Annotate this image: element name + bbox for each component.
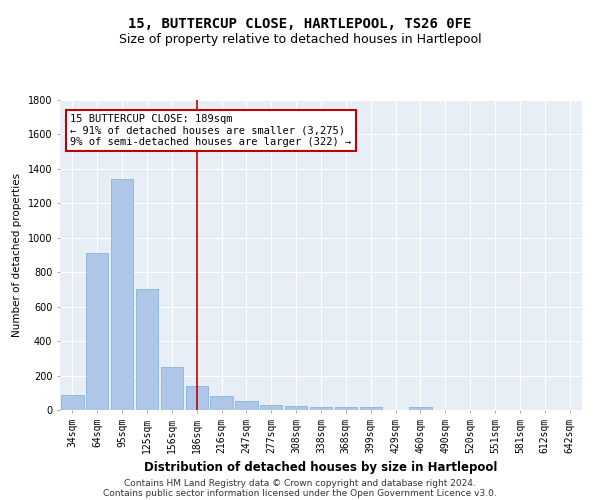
Text: Size of property relative to detached houses in Hartlepool: Size of property relative to detached ho… <box>119 32 481 46</box>
Bar <box>86 254 109 410</box>
Text: Contains public sector information licensed under the Open Government Licence v3: Contains public sector information licen… <box>103 488 497 498</box>
Bar <box>185 386 208 410</box>
Text: 15, BUTTERCUP CLOSE, HARTLEPOOL, TS26 0FE: 15, BUTTERCUP CLOSE, HARTLEPOOL, TS26 0F… <box>128 18 472 32</box>
Y-axis label: Number of detached properties: Number of detached properties <box>12 173 22 337</box>
Bar <box>61 394 83 410</box>
Bar <box>211 396 233 410</box>
Bar <box>285 406 307 410</box>
Bar <box>359 408 382 410</box>
Bar <box>235 400 257 410</box>
Bar <box>409 406 431 410</box>
Bar <box>111 179 133 410</box>
Bar <box>260 405 283 410</box>
Bar <box>136 290 158 410</box>
Text: 15 BUTTERCUP CLOSE: 189sqm
← 91% of detached houses are smaller (3,275)
9% of se: 15 BUTTERCUP CLOSE: 189sqm ← 91% of deta… <box>70 114 352 147</box>
Bar <box>335 406 357 410</box>
Bar <box>161 367 183 410</box>
Text: Contains HM Land Registry data © Crown copyright and database right 2024.: Contains HM Land Registry data © Crown c… <box>124 478 476 488</box>
X-axis label: Distribution of detached houses by size in Hartlepool: Distribution of detached houses by size … <box>145 461 497 474</box>
Bar <box>310 406 332 410</box>
